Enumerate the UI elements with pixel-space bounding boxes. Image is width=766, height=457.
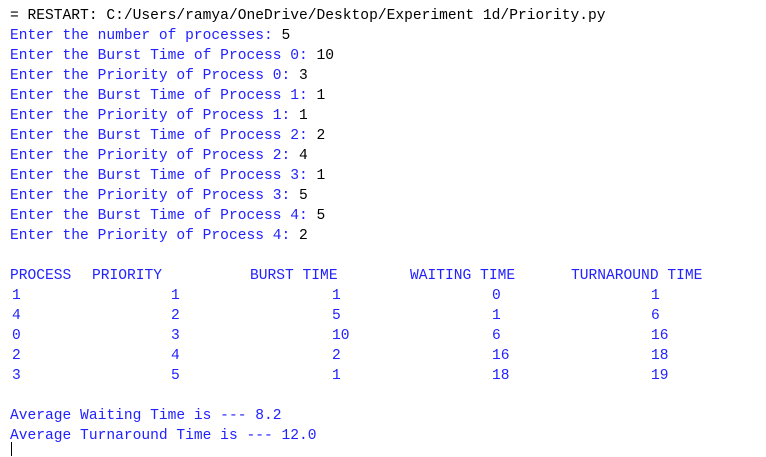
prompt-text: Enter the Burst Time of Process 4:	[10, 208, 317, 224]
prompt-text: Enter the Priority of Process 1:	[10, 108, 300, 124]
prompt-line: Enter the Priority of Process 1: 1	[10, 106, 308, 126]
user-input-value: 2	[299, 228, 308, 244]
prompt-text: Enter the Burst Time of Process 3:	[10, 168, 317, 184]
user-input-value: 1	[316, 88, 326, 104]
prompt-line: Enter the Priority of Process 2: 4	[10, 146, 308, 166]
prompt-line: Enter the Burst Time of Process 0: 10	[10, 46, 334, 66]
prompt-text: Enter the Burst Time of Process 2:	[10, 128, 317, 144]
user-input-value: 5	[281, 28, 291, 44]
table-cell: 4	[12, 308, 21, 324]
table-cell: 3	[12, 368, 21, 384]
table-cell: 19	[651, 368, 669, 384]
prompt-text: Enter the Priority of Process 4:	[10, 228, 300, 244]
table-cell: 4	[171, 348, 180, 364]
prompt-line: Enter the number of processes: 5	[10, 26, 290, 46]
table-cell: 2	[171, 308, 180, 324]
table-cell: 10	[332, 328, 350, 344]
user-input-value: 5	[316, 208, 326, 224]
table-header-cell: BURST TIME	[250, 268, 338, 284]
prompt-text: Enter the Burst Time of Process 0:	[10, 48, 317, 64]
prompt-line: Enter the Priority of Process 3: 5	[10, 186, 308, 206]
table-cell: 6	[651, 308, 660, 324]
table-header-cell: WAITING TIME	[410, 268, 516, 284]
table-cell: 0	[492, 288, 501, 304]
table-cell: 1	[332, 368, 341, 384]
table-cell: 2	[332, 348, 341, 364]
user-input-value: 4	[299, 148, 308, 164]
prompt-line: Enter the Burst Time of Process 1: 1	[10, 86, 325, 106]
user-input-value: 2	[316, 128, 326, 144]
table-cell: 18	[651, 348, 669, 364]
table-header-cell: PROCESS	[10, 268, 72, 284]
average-turnaround-line: Average Turnaround Time is --- 12.0	[10, 428, 317, 444]
table-cell: 3	[171, 328, 180, 344]
average-waiting-line: Average Waiting Time is --- 8.2	[10, 408, 282, 424]
table-cell: 1	[12, 288, 21, 304]
table-cell: 1	[332, 288, 341, 304]
text-cursor	[11, 442, 12, 456]
table-header-cell: TURNAROUND TIME	[571, 268, 703, 284]
prompt-text: Enter the Priority of Process 2:	[10, 148, 300, 164]
table-cell: 16	[651, 328, 669, 344]
prompt-line: Enter the Burst Time of Process 4: 5	[10, 206, 325, 226]
table-cell: 1	[171, 288, 180, 304]
table-cell: 16	[492, 348, 510, 364]
user-input-value: 10	[316, 48, 335, 64]
table-cell: 5	[171, 368, 180, 384]
user-input-value: 5	[299, 188, 308, 204]
user-input-value: 3	[299, 68, 308, 84]
prompt-line: Enter the Priority of Process 0: 3	[10, 66, 308, 86]
table-cell: 5	[332, 308, 341, 324]
user-input-value: 1	[299, 108, 308, 124]
restart-line: = RESTART: C:/Users/ramya/OneDrive/Deskt…	[10, 8, 606, 24]
table-cell: 0	[12, 328, 21, 344]
user-input-value: 1	[316, 168, 326, 184]
table-cell: 6	[492, 328, 501, 344]
table-cell: 1	[492, 308, 501, 324]
prompt-line: Enter the Burst Time of Process 3: 1	[10, 166, 325, 186]
prompt-text: Enter the number of processes:	[10, 28, 282, 44]
prompt-text: Enter the Priority of Process 0:	[10, 68, 300, 84]
prompt-line: Enter the Priority of Process 4: 2	[10, 226, 308, 246]
prompt-text: Enter the Burst Time of Process 1:	[10, 88, 317, 104]
table-cell: 2	[12, 348, 21, 364]
prompt-text: Enter the Priority of Process 3:	[10, 188, 300, 204]
table-cell: 1	[651, 288, 660, 304]
table-header-cell: PRIORITY	[92, 268, 163, 284]
table-cell: 18	[492, 368, 510, 384]
prompt-line: Enter the Burst Time of Process 2: 2	[10, 126, 325, 146]
